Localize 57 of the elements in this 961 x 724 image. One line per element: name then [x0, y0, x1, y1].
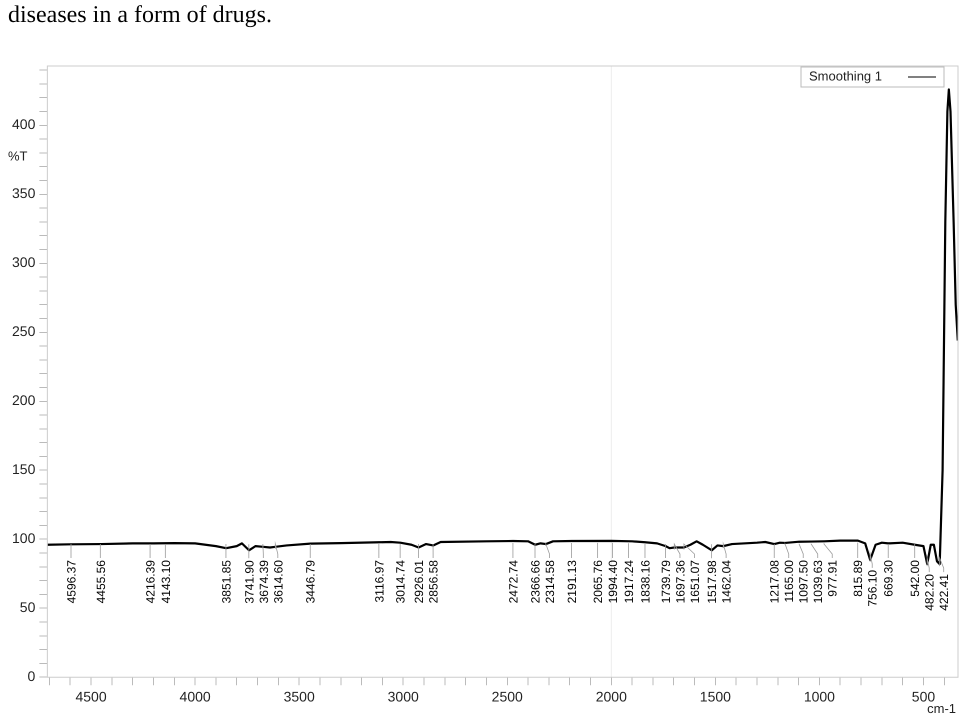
x-tick-label: 3000	[388, 688, 419, 704]
annotation: 3446.79	[304, 560, 318, 604]
annotation: 4216.39	[144, 560, 158, 604]
annotation: 2314.58	[543, 560, 558, 604]
legend-label: Smoothing 1	[809, 68, 882, 84]
annotation: 2856.58	[426, 560, 441, 604]
y-tick-label: 100	[12, 530, 36, 546]
x-tick-label: 1500	[700, 688, 732, 704]
annotation: 2926.01	[412, 560, 426, 604]
annotation: 3674.39	[256, 560, 271, 604]
x-tick-label: 2500	[492, 688, 524, 704]
annotation: 482.20	[922, 574, 937, 611]
annotation: 977.91	[826, 560, 840, 597]
x-tick-label: 3500	[284, 688, 315, 704]
y-tick-label: 50	[20, 599, 36, 616]
annotation: 1217.08	[768, 560, 782, 604]
annotation: 3116.97	[372, 560, 386, 602]
annotation: 3614.60	[271, 560, 286, 604]
annotation: 1462.04	[720, 560, 734, 604]
annotation: 2191.13	[565, 560, 580, 604]
annotation: 4143.10	[158, 560, 173, 604]
annotation: 815.89	[851, 560, 866, 597]
annotation: 669.30	[882, 560, 896, 597]
annotation: 542.00	[908, 560, 922, 597]
annotation: 1039.63	[811, 560, 826, 604]
annotation: 3014.74	[394, 560, 408, 604]
x-tick-label: 2000	[596, 688, 628, 704]
annotation: 1165.00	[782, 560, 796, 602]
x-tick-label: 4000	[180, 688, 211, 704]
annotation: 3851.85	[219, 560, 234, 604]
x-tick-label: 4500	[75, 688, 107, 704]
annotation: 1917.24	[622, 560, 636, 604]
x-tick-label: 1000	[804, 688, 836, 704]
annotation: 1838.16	[638, 560, 652, 604]
y-axis-title: %T	[8, 148, 28, 164]
annotation: 1739.79	[658, 560, 673, 604]
y-tick-label: 300	[12, 254, 36, 270]
y-tick-label: 200	[12, 392, 36, 408]
annotation: 4455.56	[94, 560, 108, 604]
text: diseases in a form of drugs.	[8, 2, 272, 29]
y-tick-label: 250	[12, 323, 36, 340]
y-tick-label: 0	[28, 668, 36, 684]
annotation: 1097.50	[796, 560, 811, 604]
annotation: 1697.36	[673, 560, 688, 604]
annotation: 2366.66	[528, 560, 543, 604]
annotation: 2065.76	[591, 560, 606, 604]
annotation: 4596.37	[64, 560, 79, 604]
annotation: 1517.98	[705, 560, 720, 604]
y-tick-label: 150	[12, 461, 36, 478]
annotation: 1651.07	[688, 560, 702, 604]
y-tick-label: 400	[12, 116, 36, 132]
annotation: 756.10	[866, 570, 880, 607]
annotation: 1994.40	[606, 560, 620, 604]
annotation: 2472.74	[506, 560, 520, 604]
annotation: 3741.90	[242, 560, 256, 604]
annotation: 422.41	[937, 574, 952, 611]
y-tick-label: 350	[12, 185, 36, 202]
